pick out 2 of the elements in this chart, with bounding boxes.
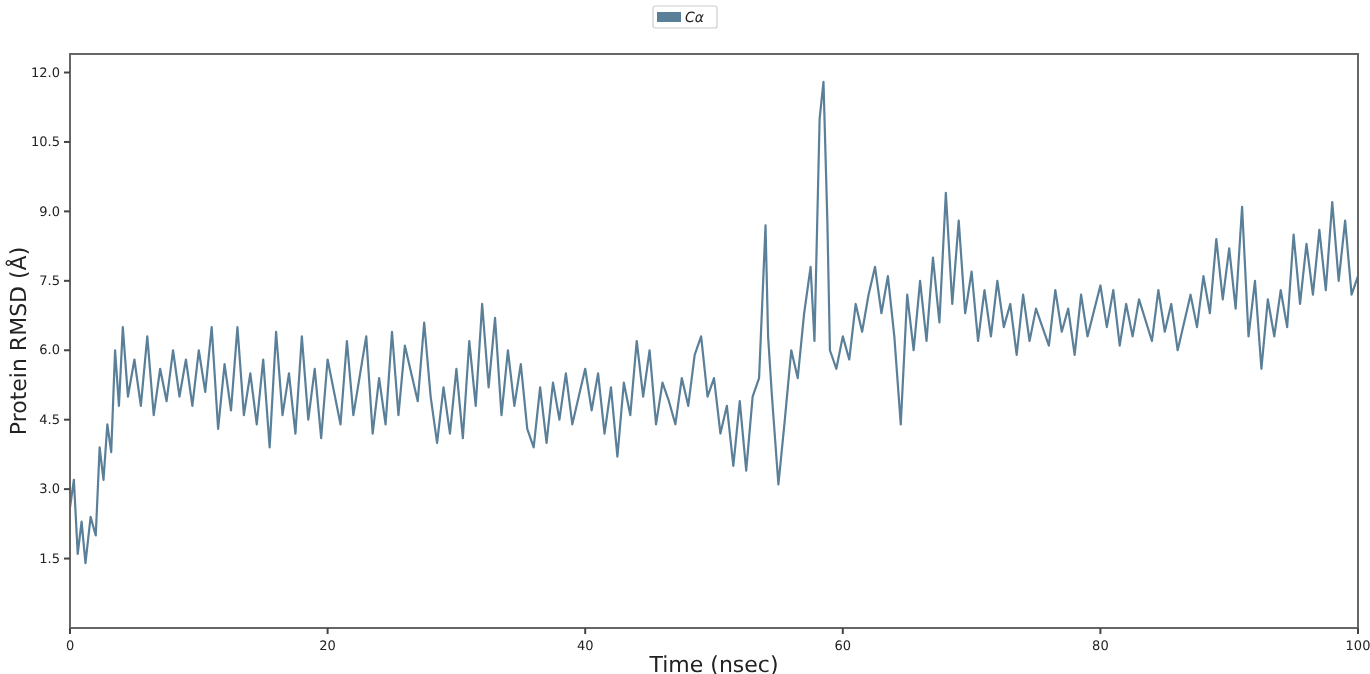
- line-series: [68, 80, 1360, 565]
- y-axis-title: Protein RMSD (Å): [4, 246, 32, 436]
